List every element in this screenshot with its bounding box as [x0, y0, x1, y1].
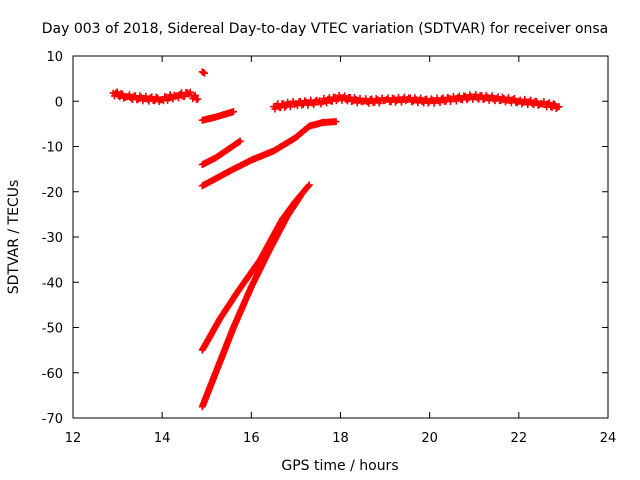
data-point — [545, 99, 553, 107]
data-points — [109, 68, 563, 411]
y-tick-label: -30 — [42, 231, 63, 246]
data-point — [397, 98, 405, 106]
data-series — [198, 192, 304, 411]
data-point — [518, 100, 526, 108]
data-point — [271, 105, 279, 113]
data-point — [194, 95, 202, 103]
data-point — [236, 137, 244, 145]
data-point — [444, 93, 451, 101]
x-tick-label: 12 — [65, 431, 82, 446]
data-point — [498, 93, 506, 101]
data-series — [198, 137, 244, 169]
data-point — [152, 93, 160, 101]
data-point — [201, 69, 209, 77]
data-point — [230, 108, 237, 116]
data-point — [427, 95, 435, 103]
x-tick-label: 16 — [243, 431, 260, 446]
data-point — [372, 95, 380, 103]
x-tick-label: 20 — [421, 431, 438, 446]
data-point — [186, 88, 194, 96]
y-tick-label: 0 — [55, 95, 63, 110]
x-tick-label: 22 — [511, 431, 528, 446]
data-point — [549, 100, 557, 108]
x-tick-label: 18 — [332, 431, 349, 446]
data-point — [436, 99, 444, 107]
data-point — [463, 96, 471, 104]
y-tick-label: -10 — [42, 141, 63, 156]
data-point — [341, 92, 349, 100]
plot-frame — [72, 55, 609, 419]
y-tick-label: -20 — [42, 186, 63, 201]
y-tick-label: 10 — [46, 50, 63, 65]
data-series — [270, 90, 563, 113]
data-point — [304, 182, 312, 190]
data-point — [305, 181, 313, 189]
data-point — [180, 93, 188, 101]
data-point — [296, 192, 304, 200]
data-series — [198, 108, 237, 124]
x-tick-label: 24 — [600, 431, 617, 446]
data-point — [417, 94, 425, 102]
data-point — [408, 98, 416, 106]
data-point — [310, 101, 318, 109]
data-series — [109, 88, 202, 106]
x-tick-label: 14 — [154, 431, 171, 446]
data-point — [301, 97, 309, 105]
x-axis-title: GPS time / hours — [281, 458, 398, 474]
y-tick-label: -50 — [42, 322, 63, 337]
chart-title: Day 003 of 2018, Sidereal Day-to-day VTE… — [42, 21, 609, 37]
data-point — [323, 99, 331, 107]
axis-ticks: 12 14 16 18 20 22 24 10 0 -10 -20 -30 -40 -50 -60 -70 — [42, 50, 617, 446]
y-tick-label: -70 — [42, 412, 63, 427]
data-point — [527, 96, 535, 104]
data-point — [452, 97, 460, 105]
data-point — [332, 118, 340, 126]
data-point — [125, 91, 133, 99]
y-tick-label: -40 — [42, 276, 63, 291]
data-point — [175, 94, 183, 102]
data-point — [113, 88, 121, 96]
data-point — [191, 91, 199, 99]
data-series — [198, 68, 209, 77]
data-point — [488, 92, 496, 100]
y-axis-title: SDTVAR / TECUs — [6, 180, 22, 295]
data-series — [198, 118, 340, 190]
y-tick-label: -60 — [42, 367, 63, 382]
data-point — [555, 103, 563, 111]
data-point — [472, 90, 480, 98]
data-point — [510, 95, 518, 103]
